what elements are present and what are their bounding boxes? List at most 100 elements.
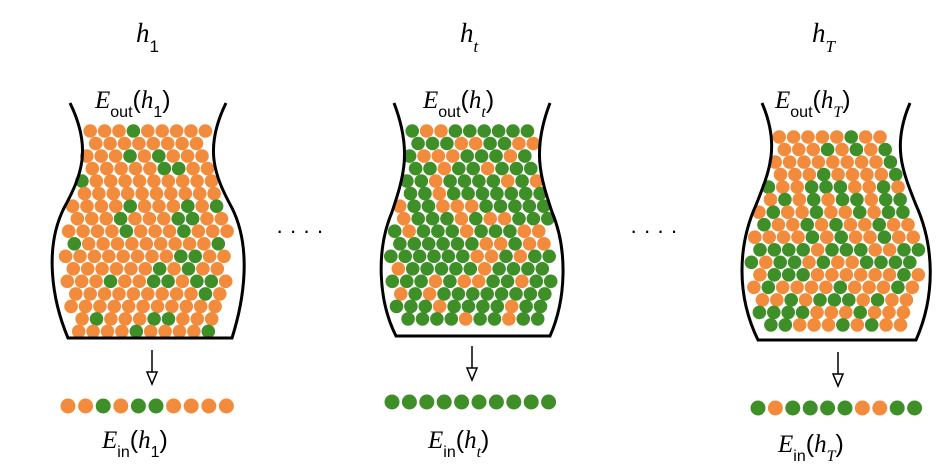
bin-marble: [89, 174, 104, 188]
bin-marble: [176, 312, 190, 326]
sample-marble: [436, 394, 452, 410]
sample-marble: [419, 394, 435, 410]
bin-marble: [778, 192, 792, 207]
bin-marble: [829, 217, 843, 232]
bin-marble: [188, 249, 202, 264]
bin-marble: [508, 237, 522, 251]
bin-marble: [776, 180, 790, 194]
bin-marble: [180, 149, 195, 163]
hypothesis-t-title: ht: [460, 18, 480, 56]
bin-marble: [876, 180, 891, 194]
sample-marble: [454, 394, 470, 410]
bin-marble: [182, 237, 197, 251]
sample-marble: [95, 398, 111, 414]
hypothesis-t-ein-label: Ein(ht): [427, 426, 489, 461]
bin-marble: [766, 205, 781, 219]
bin-marble: [819, 280, 833, 295]
sample-marble: [854, 400, 870, 416]
bin-marble: [479, 199, 493, 213]
bin-marble: [67, 237, 82, 251]
bin-marble: [141, 287, 155, 301]
bin-marble: [500, 274, 515, 289]
bin-marble: [60, 274, 75, 289]
bin-marble: [778, 318, 793, 332]
bin-marble: [142, 211, 157, 226]
bin-marble: [123, 149, 137, 163]
bin-marble: [844, 130, 858, 144]
bin-marble: [770, 293, 784, 307]
bin-marble: [862, 180, 876, 194]
ellipsis-2: · · · ·: [630, 218, 678, 243]
bin-marble: [509, 161, 524, 176]
bin-marble: [839, 268, 854, 282]
hypothesis-T-eout-label: Eout(hT): [774, 86, 851, 121]
sample-marble: [78, 398, 94, 414]
sample-marble: [60, 398, 76, 414]
bin-marble: [493, 199, 508, 213]
bin-marble: [102, 249, 116, 264]
bin-marble: [190, 312, 205, 326]
bin-marble: [147, 312, 161, 326]
bin-marble: [792, 142, 806, 157]
bin-marble: [911, 268, 926, 282]
bin-marble: [502, 312, 516, 326]
bin-marble: [524, 161, 538, 176]
bin-marble: [414, 174, 429, 188]
bin-marble: [418, 299, 433, 314]
bin-marble: [882, 305, 896, 320]
bin-marble: [873, 130, 887, 144]
bin-marble: [821, 318, 836, 332]
bin-marble: [175, 174, 190, 188]
bin-marble: [177, 224, 191, 238]
bin-marble: [792, 192, 807, 207]
bin-marble: [512, 211, 526, 226]
bin-marble: [522, 237, 537, 251]
bin-marble: [399, 274, 414, 289]
bin-marble: [833, 180, 848, 194]
bin-marble: [417, 149, 431, 163]
bin-marble: [838, 205, 853, 219]
sample-marble: [183, 398, 199, 414]
bin-marble: [432, 299, 447, 314]
bin-marble: [813, 293, 827, 307]
bin-marble: [112, 287, 126, 301]
bin-marble: [816, 167, 831, 182]
bin-marble: [116, 249, 130, 264]
bin-marble: [824, 205, 838, 219]
bin-marble: [418, 186, 432, 201]
bin-marble: [143, 161, 157, 176]
bin-marble: [73, 249, 87, 264]
bin-marble: [157, 161, 172, 176]
bin-marble: [160, 136, 175, 151]
sample-marble: [148, 398, 164, 414]
bin-marble: [198, 124, 213, 138]
bin-marble: [748, 230, 762, 244]
bin-marble: [821, 192, 835, 207]
bin-marble: [543, 274, 558, 289]
bin-marble: [457, 274, 472, 289]
arrow-down-icon: [465, 346, 479, 382]
bin-marble: [858, 130, 873, 144]
bin-marble: [867, 305, 882, 320]
bin-marble: [109, 262, 124, 276]
bin-marble: [810, 243, 825, 257]
bin-marble: [139, 237, 154, 251]
bin-marble: [425, 211, 440, 226]
bin-marble: [112, 124, 126, 138]
sample-marble: [113, 398, 129, 414]
bin-marble: [147, 174, 161, 188]
bin-marble: [529, 274, 544, 289]
bin-marble: [99, 161, 114, 176]
bin-marble: [158, 324, 172, 339]
bin-marble: [159, 249, 174, 264]
bin-marble: [389, 299, 404, 314]
bin-marble: [490, 299, 505, 314]
bin-marble: [207, 186, 221, 201]
bin-marble: [518, 186, 533, 201]
bin-marble: [422, 287, 437, 301]
bin-marble: [448, 124, 463, 138]
sample-marble: [130, 398, 146, 414]
bin-marble: [477, 262, 492, 276]
sample-marble: [820, 400, 836, 416]
bin-marble: [205, 224, 220, 238]
